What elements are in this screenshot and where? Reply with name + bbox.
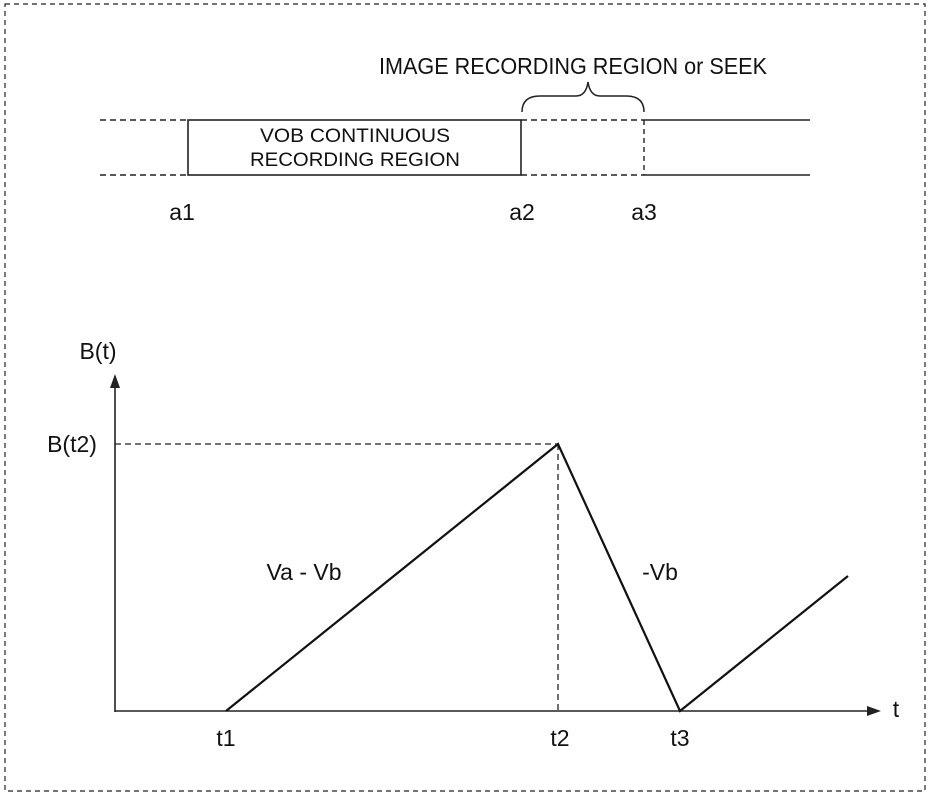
x-tick-t1: t1 — [216, 725, 235, 751]
address-label-a2: a2 — [509, 199, 535, 225]
image-recording-label: IMAGE RECORDING REGION or SEEK — [379, 53, 768, 79]
vob-label-line1: VOB CONTINUOUS — [260, 126, 450, 147]
address-label-a1: a1 — [169, 199, 195, 225]
x-tick-t3: t3 — [670, 725, 689, 751]
slope-label-drain: -Vb — [642, 559, 678, 585]
y-axis-label: B(t) — [79, 338, 116, 364]
x-axis-label: t — [893, 696, 900, 722]
y-tick-b-t2: B(t2) — [47, 431, 97, 457]
outer-frame — [5, 4, 925, 791]
y-axis-arrow — [110, 374, 120, 388]
vob-label-line2: RECORDING REGION — [250, 150, 460, 171]
x-tick-t2: t2 — [550, 725, 569, 751]
slope-label-fill: Va - Vb — [267, 559, 342, 585]
address-label-a3: a3 — [631, 199, 657, 225]
x-axis-arrow — [867, 706, 881, 716]
region-brace — [522, 82, 644, 112]
